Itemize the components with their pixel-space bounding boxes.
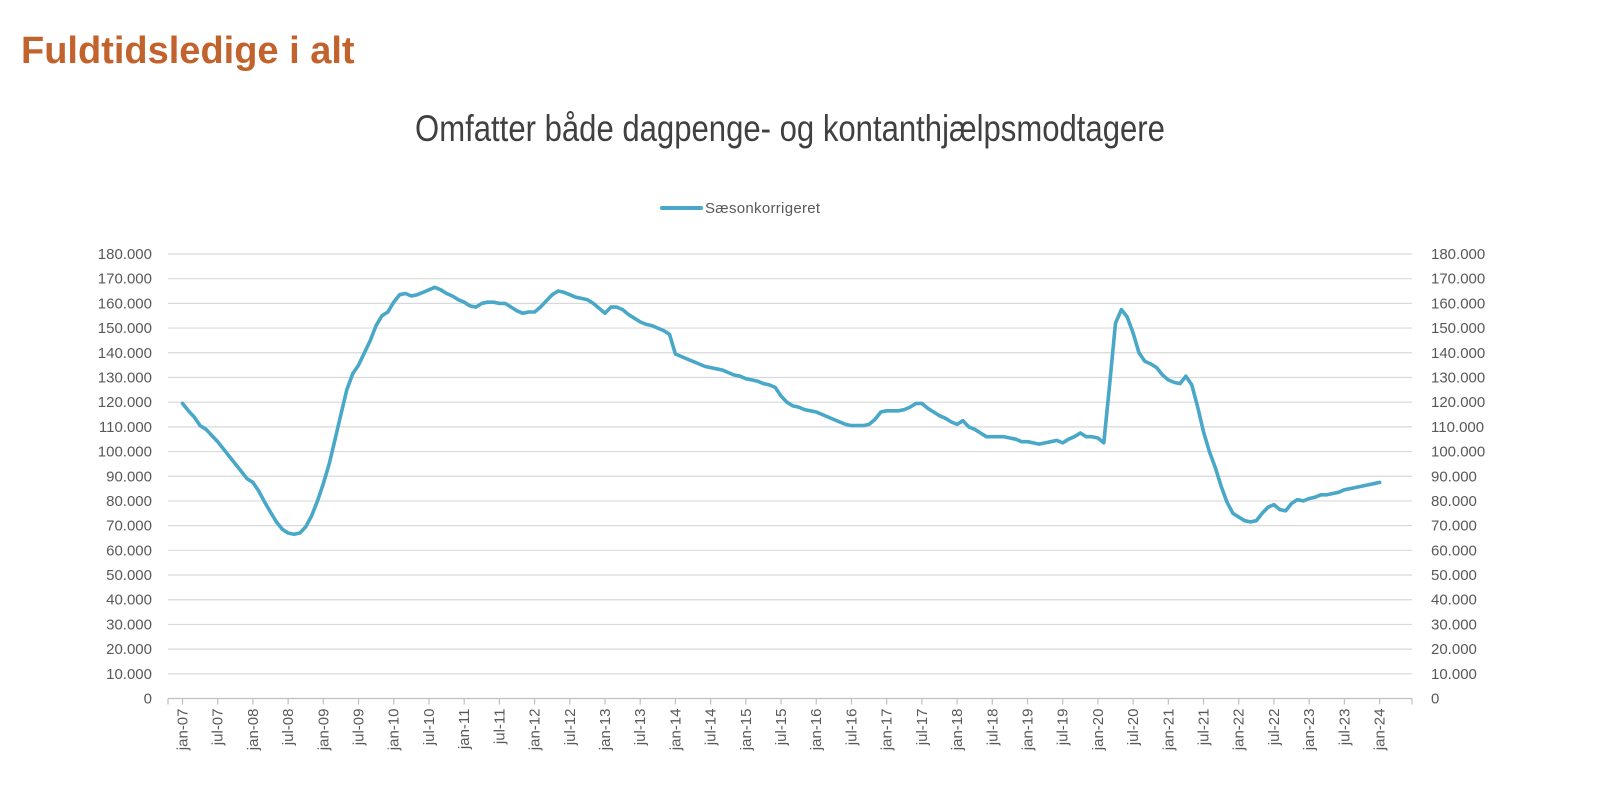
y-axis-label-right: 170.000 <box>1431 271 1485 288</box>
x-axis-label: jan-21 <box>1160 709 1177 752</box>
x-axis-label: jul-16 <box>843 709 860 747</box>
x-axis-label: jan-10 <box>386 709 403 752</box>
chart-title: Omfatter både dagpenge- og kontanthjælps… <box>415 108 1165 149</box>
y-axis-label-left: 20.000 <box>106 641 152 658</box>
y-axis-label-left: 0 <box>144 691 152 708</box>
x-axis-label: jul-20 <box>1125 709 1142 747</box>
y-axis-label-right: 110.000 <box>1431 419 1484 436</box>
y-axis-label-left: 90.000 <box>106 468 152 485</box>
y-axis-label-left: 120.000 <box>98 394 152 411</box>
y-axis-label-right: 100.000 <box>1431 444 1485 461</box>
x-axis-label: jul-17 <box>914 709 931 747</box>
x-axis-label: jul-15 <box>773 709 790 747</box>
legend-line-swatch <box>660 206 703 210</box>
y-axis-label-right: 140.000 <box>1431 345 1485 362</box>
y-axis-label-left: 60.000 <box>106 542 152 559</box>
y-axis-label-right: 30.000 <box>1431 616 1477 633</box>
y-axis-label-left: 10.000 <box>106 666 152 683</box>
x-axis-label: jan-22 <box>1231 709 1248 752</box>
y-axis-label-left: 150.000 <box>98 320 152 337</box>
y-axis-label-right: 0 <box>1431 691 1439 708</box>
y-axis-label-left: 40.000 <box>106 592 152 609</box>
y-axis-label-left: 80.000 <box>106 493 152 510</box>
y-axis-label-right: 10.000 <box>1431 666 1477 683</box>
x-axis-label: jul-23 <box>1336 709 1353 747</box>
y-axis-label-left: 110.000 <box>99 419 152 436</box>
y-axis-label-left: 140.000 <box>98 345 152 362</box>
y-axis-label-right: 50.000 <box>1431 567 1477 584</box>
x-axis-label: jul-08 <box>280 709 297 747</box>
x-axis-label: jan-13 <box>597 709 614 752</box>
x-axis-label: jul-22 <box>1266 709 1283 747</box>
y-axis-label-right: 60.000 <box>1431 542 1477 559</box>
x-axis-label: jul-10 <box>421 709 438 747</box>
y-axis-label-right: 40.000 <box>1431 592 1477 609</box>
y-axis-label-left: 100.000 <box>98 444 152 461</box>
y-axis-label-right: 160.000 <box>1431 295 1485 312</box>
x-axis-label: jan-07 <box>175 709 192 752</box>
x-axis-label: jul-13 <box>632 709 649 747</box>
x-axis-label: jan-11 <box>456 709 473 751</box>
legend-label: Sæsonkorrigeret <box>705 199 821 217</box>
x-axis-label: jan-23 <box>1301 709 1318 752</box>
x-axis-label: jan-16 <box>808 709 825 752</box>
y-axis-label-right: 150.000 <box>1431 320 1485 337</box>
x-axis-label: jan-19 <box>1019 709 1036 752</box>
y-axis-label-left: 160.000 <box>98 295 152 312</box>
y-axis-label-left: 170.000 <box>98 271 152 288</box>
page-title: Fuldtidsledige i alt <box>21 30 355 72</box>
x-axis-label: jul-09 <box>351 709 368 747</box>
x-axis-label: jan-18 <box>949 709 966 752</box>
x-axis-label: jul-07 <box>210 709 227 747</box>
x-axis-label: jan-12 <box>527 709 544 752</box>
y-axis-label-left: 70.000 <box>106 518 152 535</box>
x-axis-label: jan-09 <box>315 709 332 752</box>
y-axis-label-right: 120.000 <box>1431 394 1485 411</box>
series-line-saesonkorrigeret <box>180 285 1382 537</box>
y-axis-label-right: 80.000 <box>1431 493 1477 510</box>
y-axis-label-left: 30.000 <box>106 616 152 633</box>
x-axis-label: jan-17 <box>879 709 896 752</box>
y-axis-label-left: 130.000 <box>98 369 152 386</box>
x-axis-label: jan-24 <box>1372 709 1389 752</box>
legend: Sæsonkorrigeret <box>660 199 821 217</box>
x-axis-label: jul-12 <box>562 709 579 747</box>
y-axis-label-left: 180.000 <box>98 246 152 263</box>
y-axis-label-right: 20.000 <box>1431 641 1477 658</box>
y-axis-label-right: 70.000 <box>1431 518 1477 535</box>
y-axis-label-left: 50.000 <box>106 567 152 584</box>
x-axis-label: jul-14 <box>703 709 720 747</box>
y-axis-label-right: 130.000 <box>1431 369 1485 386</box>
x-axis-label: jan-20 <box>1090 709 1107 752</box>
x-axis-label: jan-15 <box>738 709 755 752</box>
x-axis-label: jan-08 <box>245 709 262 752</box>
y-axis-label-right: 90.000 <box>1431 468 1477 485</box>
x-axis-label: jul-11 <box>491 709 508 746</box>
x-axis-label: jan-14 <box>667 709 684 752</box>
y-axis-label-right: 180.000 <box>1431 246 1485 263</box>
x-axis-label: jul-21 <box>1196 709 1213 747</box>
x-axis-label: jul-18 <box>984 708 1001 746</box>
x-axis-label: jul-19 <box>1055 709 1072 747</box>
